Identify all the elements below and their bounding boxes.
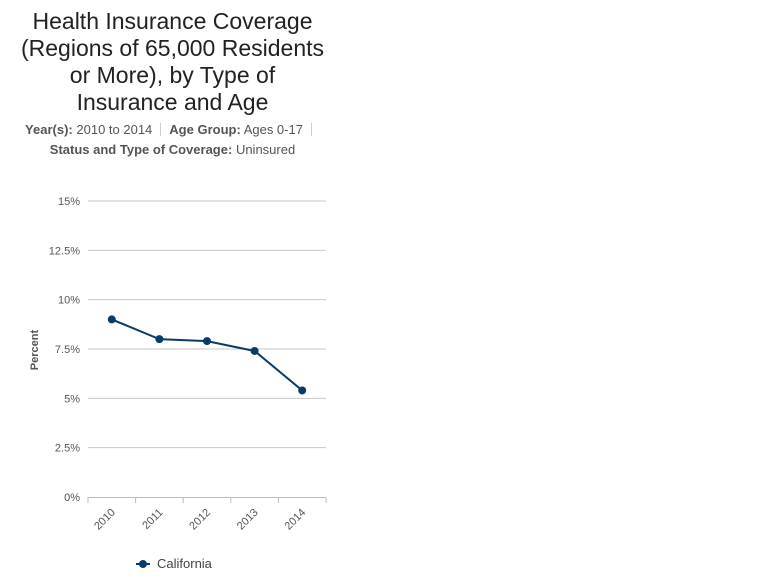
- series-layer: [107, 315, 307, 395]
- chart-title-line: or More), by Type of: [69, 62, 276, 88]
- y-tick-label: 12.5%: [49, 245, 80, 257]
- legend[interactable]: California: [136, 556, 213, 571]
- x-axis: 2010 2011 2012 2013 2014: [87, 497, 327, 533]
- filter-divider: [310, 123, 312, 136]
- chart-title-line: Health Insurance Coverage: [32, 8, 313, 34]
- age-group-value: Ages 0-17: [243, 122, 303, 137]
- data-point[interactable]: [298, 386, 307, 395]
- status-label: Status and Type of Coverage:: [49, 142, 233, 157]
- legend-label[interactable]: California: [157, 556, 213, 571]
- series-line: [111, 318, 303, 392]
- x-tick-label: 2012: [187, 507, 213, 533]
- y-tick-label: 5%: [64, 393, 80, 405]
- y-axis: 0% 2.5% 5% 7.5% 10% 12.5% 15%: [49, 196, 80, 504]
- y-axis-title: Percent: [29, 329, 41, 370]
- y-tick-label: 7.5%: [55, 344, 80, 356]
- gridlines: [88, 200, 326, 449]
- data-point[interactable]: [250, 346, 259, 355]
- filter-divider: [160, 123, 162, 136]
- x-tick-label: 2010: [92, 507, 118, 533]
- data-point[interactable]: [203, 337, 211, 346]
- chart-title-line: (Regions of 65,000 Residents: [20, 35, 325, 61]
- filter-summary: Year(s): 2010 to 2014 Age Group: Ages 0-1…: [0, 120, 345, 160]
- filter-row: Status and Type of Coverage: Uninsured: [0, 140, 345, 160]
- chart-title-line: Insurance and Age: [76, 89, 269, 115]
- age-group-label: Age Group:: [169, 122, 241, 137]
- data-point[interactable]: [155, 335, 164, 344]
- y-tick-label: 0%: [64, 492, 80, 504]
- years-value: 2010 to 2014: [76, 122, 153, 137]
- x-tick-label: 2011: [140, 507, 165, 532]
- years-label: Year(s):: [25, 122, 73, 137]
- chart-title: Health Insurance Coverage (Regions of 65…: [0, 8, 345, 116]
- x-tick-label: 2014: [283, 507, 309, 533]
- x-tick-label: 2013: [235, 507, 261, 533]
- status-value: Uninsured: [235, 142, 296, 157]
- data-point[interactable]: [107, 315, 116, 324]
- y-tick-label: 2.5%: [55, 443, 80, 455]
- legend-marker: [139, 560, 147, 568]
- y-tick-label: 10%: [58, 295, 80, 307]
- filter-row: Year(s): 2010 to 2014 Age Group: Ages 0-1…: [0, 120, 345, 140]
- y-tick-label: 15%: [58, 196, 80, 208]
